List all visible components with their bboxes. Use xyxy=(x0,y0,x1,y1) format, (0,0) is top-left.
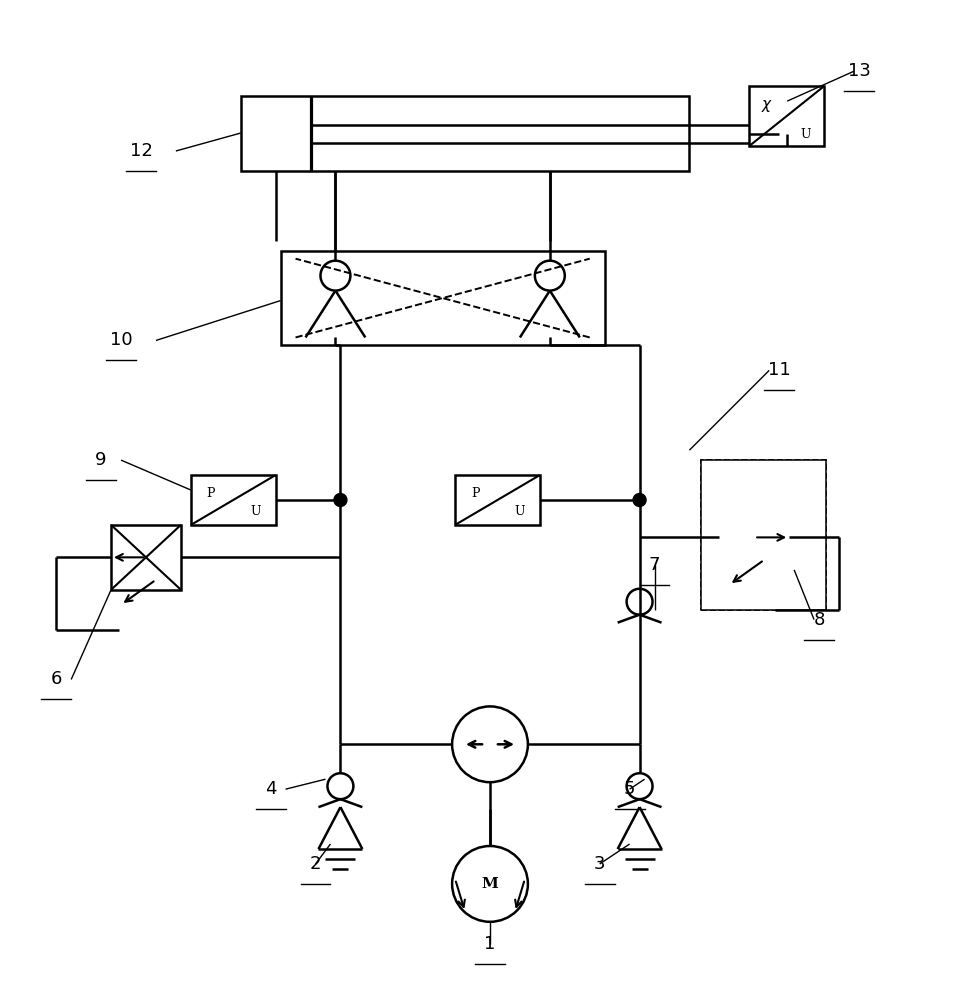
Text: 6: 6 xyxy=(51,670,62,688)
Bar xyxy=(455,475,539,525)
Text: 7: 7 xyxy=(648,556,659,574)
Bar xyxy=(111,525,181,590)
Text: 13: 13 xyxy=(847,62,869,80)
Text: P: P xyxy=(470,487,479,500)
Circle shape xyxy=(633,494,645,506)
Text: 11: 11 xyxy=(767,361,790,379)
Bar xyxy=(281,251,604,345)
Text: 12: 12 xyxy=(129,142,153,160)
Text: U: U xyxy=(250,505,261,518)
Text: 2: 2 xyxy=(309,855,321,873)
Text: P: P xyxy=(206,487,215,500)
Bar xyxy=(191,475,276,525)
Text: 1: 1 xyxy=(484,935,495,953)
Text: 3: 3 xyxy=(594,855,604,873)
Circle shape xyxy=(333,494,346,506)
Bar xyxy=(748,86,823,146)
Text: U: U xyxy=(800,128,811,141)
Bar xyxy=(700,460,825,610)
Bar xyxy=(719,505,788,570)
Text: 9: 9 xyxy=(95,451,107,469)
Text: U: U xyxy=(514,505,524,518)
Bar xyxy=(700,460,825,610)
Text: 10: 10 xyxy=(110,331,132,349)
Text: 5: 5 xyxy=(623,780,635,798)
Text: 4: 4 xyxy=(265,780,276,798)
Text: M: M xyxy=(481,877,498,891)
Text: 8: 8 xyxy=(813,611,823,629)
Bar xyxy=(241,96,689,171)
Text: $\chi$: $\chi$ xyxy=(760,98,773,114)
